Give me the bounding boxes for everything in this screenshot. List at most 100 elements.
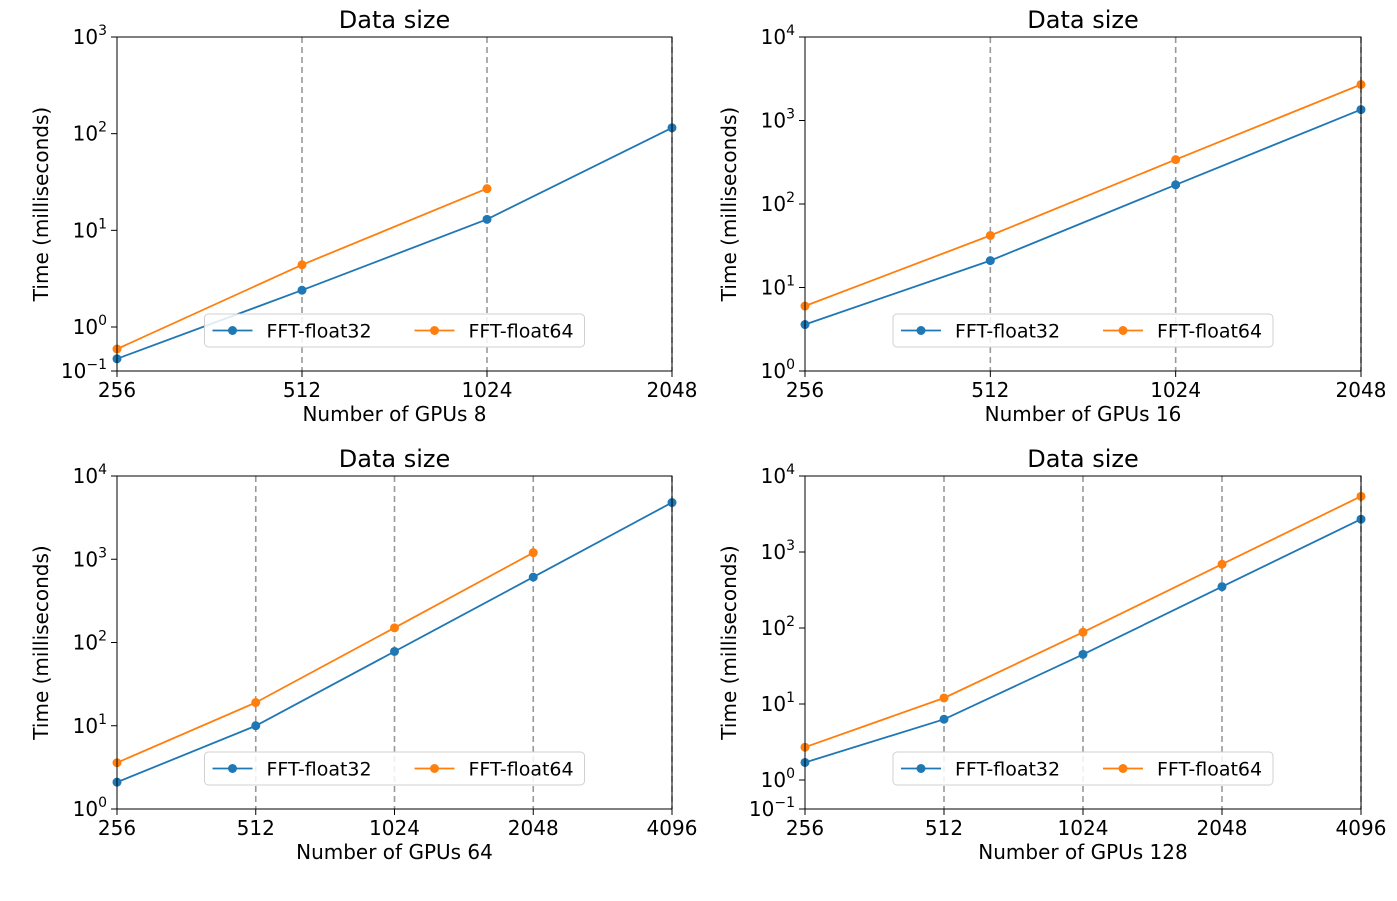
y-tick-label: 101: [761, 690, 795, 716]
x-tick-label: 1024: [462, 378, 513, 402]
data-point-fft-float64: [528, 548, 538, 558]
legend: FFT-float32 FFT-float64: [892, 751, 1274, 786]
y-tick-label: 101: [73, 712, 107, 738]
y-axis-label: Time (milliseconds): [717, 107, 741, 302]
legend-box: [204, 751, 585, 786]
y-tick-label: 101: [761, 274, 795, 300]
legend-label: FFT-float32: [267, 321, 372, 343]
chart-panel-1: 256 512 1024 2048 10−1 100 101 102 103 Data size N…: [29, 6, 697, 426]
legend-marker: [916, 764, 926, 773]
y-tick-label: 103: [761, 107, 795, 133]
data-point-fft-float64: [251, 698, 261, 708]
legend: FFT-float32 FFT-float64: [892, 313, 1274, 348]
y-tick-label: 100: [761, 357, 795, 383]
legend-box: [204, 313, 585, 348]
x-tick-label: 512: [283, 378, 321, 402]
y-axis-label: Time (milliseconds): [29, 545, 53, 740]
chart-panel-2: 256 512 1024 2048 100 101 102 103 104 Data size Nu…: [717, 6, 1386, 426]
data-point-fft-float64: [482, 184, 492, 194]
x-tick-label: 256: [98, 378, 136, 402]
y-tick-label: 104: [761, 462, 795, 488]
data-point-fft-float32: [939, 714, 949, 724]
chart-title: Data size: [1027, 445, 1138, 473]
legend-marker: [228, 764, 237, 773]
legend-label: FFT-float64: [1157, 321, 1262, 343]
y-tick-label: 102: [73, 629, 107, 655]
legend: FFT-float32 FFT-float64: [204, 751, 585, 786]
y-tick-label: 100: [73, 313, 107, 339]
y-tick-label: 102: [761, 190, 795, 216]
data-point-fft-float32: [390, 646, 399, 656]
data-point-fft-float64: [1217, 559, 1227, 569]
x-tick-label: 4096: [647, 816, 698, 840]
y-tick-label: 102: [761, 614, 795, 640]
x-tick-label: 1024: [1058, 816, 1109, 840]
y-tick-label: 100: [761, 766, 795, 792]
legend-label: FFT-float64: [469, 321, 574, 343]
data-point-fft-float32: [1171, 180, 1181, 190]
legend-box: [892, 313, 1274, 348]
x-tick-label: 256: [786, 378, 824, 402]
y-tick-label: 10−1: [61, 357, 107, 383]
y-tick-label: 100: [73, 795, 107, 821]
legend-label: FFT-float64: [1157, 759, 1262, 781]
y-tick-label: 10−1: [749, 795, 795, 821]
data-point-fft-float64: [1171, 155, 1181, 165]
data-point-fft-float64: [1078, 627, 1088, 637]
data-point-fft-float64: [939, 693, 949, 703]
y-axis-label: Time (milliseconds): [717, 545, 741, 740]
data-point-fft-float32: [1217, 582, 1227, 592]
y-tick-label: 104: [761, 23, 795, 49]
x-tick-label: 1024: [369, 816, 420, 840]
legend: FFT-float32 FFT-float64: [204, 313, 585, 348]
legend-label: FFT-float64: [469, 759, 574, 781]
x-tick-label: 512: [237, 816, 275, 840]
legend-marker: [1118, 326, 1128, 335]
legend-marker: [1118, 764, 1128, 773]
y-tick-label: 102: [73, 120, 107, 146]
legend-marker: [430, 326, 439, 335]
x-axis-label: Number of GPUs 64: [296, 840, 493, 864]
legend-label: FFT-float32: [955, 321, 1060, 343]
y-tick-label: 101: [73, 216, 107, 242]
x-axis-label: Number of GPUs 8: [302, 402, 486, 426]
data-point-fft-float32: [482, 214, 492, 224]
legend-box: [892, 751, 1274, 786]
chart-title: Data size: [1027, 6, 1138, 34]
y-tick-label: 103: [73, 23, 107, 49]
data-point-fft-float64: [390, 623, 399, 633]
x-tick-label: 2048: [1197, 816, 1248, 840]
data-point-fft-float32: [1078, 649, 1088, 659]
x-tick-label: 512: [925, 816, 963, 840]
legend-marker: [916, 326, 926, 335]
x-tick-label: 256: [98, 816, 136, 840]
chart-panel-3: 256 512 1024 2048 4096 100 101 102 103 104 Data si…: [29, 445, 697, 864]
x-tick-label: 2048: [1336, 378, 1387, 402]
series-line-fft-float64: [116, 551, 534, 764]
x-tick-label: 512: [971, 378, 1009, 402]
legend-label: FFT-float32: [955, 759, 1060, 781]
x-tick-label: 2048: [508, 816, 559, 840]
chart-title: Data size: [339, 6, 450, 34]
chart-panel-4: 256 512 1024 2048 4096 10−1 100 101 102 103 104 Dat…: [717, 445, 1386, 864]
chart-title: Data size: [339, 445, 450, 473]
x-axis-label: Number of GPUs 16: [985, 402, 1182, 426]
y-tick-label: 103: [73, 545, 107, 571]
data-point-fft-float64: [985, 230, 995, 240]
data-point-fft-float32: [297, 285, 307, 295]
data-point-fft-float64: [297, 260, 307, 270]
legend-label: FFT-float32: [267, 759, 372, 781]
y-axis-label: Time (milliseconds): [29, 107, 53, 302]
x-tick-label: 4096: [1336, 816, 1387, 840]
series-line-fft-float64: [804, 83, 1362, 307]
x-tick-label: 256: [786, 816, 824, 840]
series-line-fft-float32: [804, 108, 1362, 326]
legend-marker: [430, 764, 439, 773]
x-tick-label: 2048: [647, 378, 698, 402]
legend-marker: [228, 326, 237, 335]
y-tick-label: 104: [73, 462, 107, 488]
data-point-fft-float32: [528, 572, 538, 582]
x-axis-label: Number of GPUs 128: [978, 840, 1187, 864]
